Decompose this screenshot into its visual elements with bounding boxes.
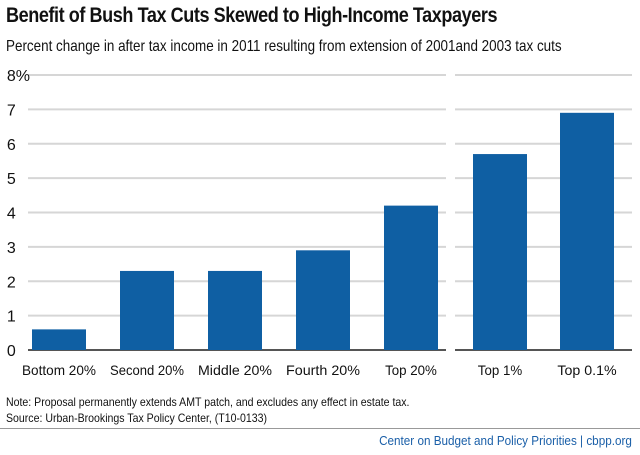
y-tick-label: 1 xyxy=(7,309,16,326)
chart-source: Source: Urban-Brookings Tax Policy Cente… xyxy=(6,411,268,425)
divider xyxy=(0,428,640,429)
y-tick-label: 2 xyxy=(7,274,16,291)
bar xyxy=(384,205,438,350)
x-tick-label: Top 20% xyxy=(385,362,437,378)
x-tick-label: Bottom 20% xyxy=(22,362,96,378)
chart-note: Note: Proposal permanently extends AMT p… xyxy=(6,395,410,409)
x-tick-label: Fourth 20% xyxy=(286,362,360,378)
credit-line: Center on Budget and Policy Priorities |… xyxy=(379,433,632,448)
y-tick-label: 0 xyxy=(7,343,16,360)
bar xyxy=(32,329,86,350)
chart-title: Benefit of Bush Tax Cuts Skewed to High-… xyxy=(6,4,498,27)
bar xyxy=(560,112,614,350)
x-tick-label: Top 1% xyxy=(478,362,522,378)
y-tick-label: 7 xyxy=(7,102,16,119)
x-tick-label: Middle 20% xyxy=(198,362,272,378)
bar xyxy=(120,270,174,350)
chart-subtitle: Percent change in after tax income in 20… xyxy=(6,38,562,55)
y-tick-label: 8% xyxy=(7,68,30,85)
x-tick-label: Top 0.1% xyxy=(557,362,616,378)
y-tick-label: 6 xyxy=(7,137,16,154)
x-tick-label: Second 20% xyxy=(110,362,184,378)
y-tick-label: 4 xyxy=(7,206,16,223)
bar xyxy=(208,270,262,350)
bar xyxy=(473,154,527,350)
bar xyxy=(296,250,350,350)
y-tick-label: 5 xyxy=(7,171,16,188)
y-tick-label: 3 xyxy=(7,240,16,257)
